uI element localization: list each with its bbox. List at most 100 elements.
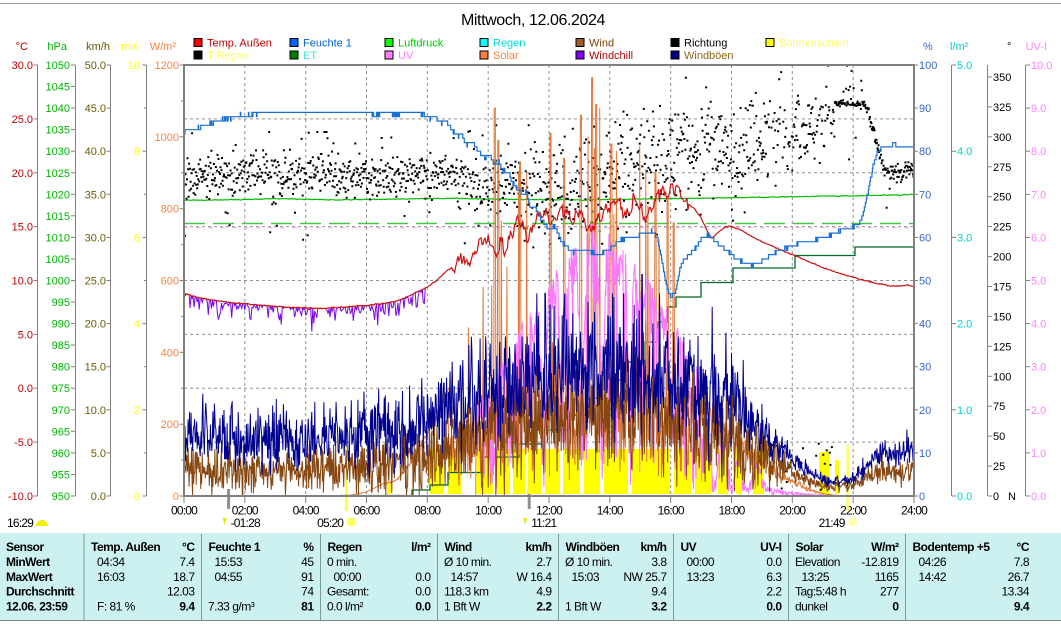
svg-text:10: 10 <box>128 60 140 72</box>
svg-text:0: 0 <box>993 491 999 503</box>
svg-text:0.0: 0.0 <box>91 491 106 503</box>
svg-text:30: 30 <box>919 362 931 374</box>
svg-text:0.0: 0.0 <box>766 600 782 614</box>
svg-text:0.0: 0.0 <box>415 585 431 599</box>
svg-text:150: 150 <box>993 311 1011 323</box>
svg-text:5.0: 5.0 <box>1031 276 1046 288</box>
svg-text:Regen: Regen <box>493 38 525 50</box>
svg-text:1 Bft W: 1 Bft W <box>444 600 481 614</box>
svg-text:1.0: 1.0 <box>957 405 972 417</box>
svg-text:hPa: hPa <box>47 41 67 53</box>
svg-text:25.0: 25.0 <box>12 114 33 126</box>
svg-text:Luftdruck: Luftdruck <box>398 38 444 50</box>
svg-text:-10.0: -10.0 <box>8 491 33 503</box>
svg-text:%: % <box>303 540 314 554</box>
svg-text:Feuchte 1: Feuchte 1 <box>303 38 352 50</box>
svg-text:1020: 1020 <box>46 189 70 201</box>
svg-text:°C: °C <box>182 540 195 554</box>
svg-text:5.0: 5.0 <box>957 60 972 72</box>
svg-text:0.0: 0.0 <box>415 600 431 614</box>
svg-text:990: 990 <box>52 319 70 331</box>
svg-text:277: 277 <box>880 585 899 599</box>
svg-text:300: 300 <box>993 132 1011 144</box>
svg-text:2.0: 2.0 <box>957 319 972 331</box>
svg-text:1165: 1165 <box>875 570 900 584</box>
svg-text:950: 950 <box>52 491 70 503</box>
svg-text:0.0: 0.0 <box>766 555 782 569</box>
svg-text:km/h: km/h <box>640 540 666 554</box>
svg-text:0.0 l/m²: 0.0 l/m² <box>327 600 364 614</box>
svg-text:985: 985 <box>52 340 70 352</box>
svg-text:0.0: 0.0 <box>415 570 431 584</box>
svg-text:1000: 1000 <box>155 132 179 144</box>
svg-text:275: 275 <box>993 162 1011 174</box>
svg-text:04:55: 04:55 <box>215 570 243 584</box>
svg-text:00:00: 00:00 <box>171 504 198 518</box>
svg-text:200: 200 <box>993 252 1011 264</box>
svg-text:05:20: 05:20 <box>317 516 344 530</box>
svg-text:2.2: 2.2 <box>536 600 552 614</box>
svg-text:10.0: 10.0 <box>12 276 33 288</box>
svg-text:Ø 10 min.: Ø 10 min. <box>565 555 613 569</box>
svg-text:20:00: 20:00 <box>779 504 806 518</box>
svg-text:10:00: 10:00 <box>475 504 502 518</box>
svg-text:30.0: 30.0 <box>12 60 33 72</box>
svg-text:00:00: 00:00 <box>334 570 362 584</box>
svg-text:50.0: 50.0 <box>85 60 106 72</box>
svg-text:14:42: 14:42 <box>919 570 947 584</box>
svg-text:dunkel: dunkel <box>795 600 827 614</box>
svg-text:Temp. Außen: Temp. Außen <box>91 540 160 554</box>
svg-text:Temp. Außen: Temp. Außen <box>207 38 272 50</box>
svg-text:Solar: Solar <box>493 50 519 62</box>
svg-text:l/m²: l/m² <box>950 41 969 53</box>
svg-text:20.0: 20.0 <box>12 168 33 180</box>
svg-text:5.0: 5.0 <box>18 329 33 341</box>
svg-text:100: 100 <box>919 60 937 72</box>
svg-text:UV: UV <box>681 540 697 554</box>
svg-text:02:00: 02:00 <box>232 504 259 518</box>
svg-text:13:25: 13:25 <box>802 570 830 584</box>
svg-text:0.0: 0.0 <box>957 491 972 503</box>
svg-text:10.0: 10.0 <box>1031 60 1052 72</box>
svg-text:W 16.4: W 16.4 <box>516 570 552 584</box>
svg-text:3.2: 3.2 <box>651 600 667 614</box>
svg-text:04:26: 04:26 <box>919 555 947 569</box>
svg-text:50: 50 <box>919 276 931 288</box>
svg-text:1.0: 1.0 <box>1031 448 1046 460</box>
svg-text:74: 74 <box>301 585 314 599</box>
svg-text:-01:28: -01:28 <box>231 516 261 530</box>
svg-text:T Regen: T Regen <box>207 50 249 62</box>
svg-text:1025: 1025 <box>46 168 70 180</box>
svg-text:75: 75 <box>993 401 1005 413</box>
svg-text:40.0: 40.0 <box>85 146 106 158</box>
svg-text:04:00: 04:00 <box>293 504 320 518</box>
svg-text:50: 50 <box>993 431 1005 443</box>
svg-text:18.7: 18.7 <box>173 570 195 584</box>
svg-text:100: 100 <box>993 371 1011 383</box>
svg-text:250: 250 <box>993 192 1011 204</box>
svg-text:Wind: Wind <box>589 38 614 50</box>
svg-text:118.3 km: 118.3 km <box>444 585 489 599</box>
svg-text:12.06. 23:59: 12.06. 23:59 <box>6 600 68 614</box>
svg-text:965: 965 <box>52 426 70 438</box>
svg-text:11:21: 11:21 <box>531 516 557 530</box>
svg-text:26.7: 26.7 <box>1008 570 1030 584</box>
svg-text:Bodentemp +5: Bodentemp +5 <box>913 540 991 554</box>
svg-text:3.8: 3.8 <box>651 555 667 569</box>
svg-text:Richtung: Richtung <box>684 38 727 50</box>
svg-text:Elevation: Elevation <box>795 555 840 569</box>
svg-text:15.0: 15.0 <box>85 362 106 374</box>
svg-text:15.0: 15.0 <box>12 222 33 234</box>
svg-text:1010: 1010 <box>46 232 70 244</box>
svg-text:W/m²: W/m² <box>871 540 899 554</box>
svg-text:125: 125 <box>993 341 1011 353</box>
svg-text:6: 6 <box>134 232 140 244</box>
svg-text:4: 4 <box>134 319 140 331</box>
svg-text:200: 200 <box>161 419 179 431</box>
svg-text:-12.819: -12.819 <box>861 555 899 569</box>
svg-text:0.0: 0.0 <box>18 383 33 395</box>
svg-text:N: N <box>1008 491 1016 503</box>
svg-text:2: 2 <box>134 405 140 417</box>
svg-text:0: 0 <box>134 491 140 503</box>
svg-text:14:57: 14:57 <box>451 570 479 584</box>
